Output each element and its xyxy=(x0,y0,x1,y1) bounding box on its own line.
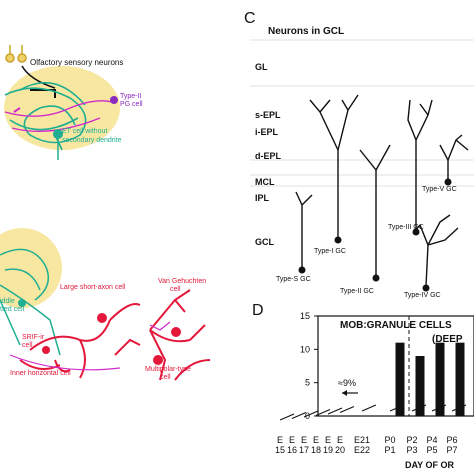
srif-label: SRIF-ir xyxy=(22,334,45,341)
van-gehuchten-label-line1: Van Gehuchten xyxy=(158,278,207,285)
pg-cell-label: PG cell xyxy=(120,101,143,108)
panel-d-letter: D xyxy=(252,302,264,319)
layer-label-d-epl: d-EPL xyxy=(255,151,281,161)
layer-label-ipl: IPL xyxy=(255,193,270,203)
layer-label-s-epl: s-EPL xyxy=(255,110,281,120)
x-tick-label-bottom: 15 xyxy=(275,445,285,455)
layer-label-i-epl: i-EPL xyxy=(255,127,279,137)
panel-a-drawing xyxy=(4,45,120,160)
x-tick-label-top: E xyxy=(289,435,295,445)
x-tick xyxy=(291,412,307,419)
x-tick-label-bottom: 19 xyxy=(323,445,333,455)
type-ii-gc-label: Type-II GC xyxy=(340,288,374,295)
srif-label-2: cell xyxy=(22,342,33,349)
middle-tufted-label-2: tted cell xyxy=(0,306,25,313)
bar xyxy=(435,342,445,416)
layer-label-mcl: MCL xyxy=(255,177,275,187)
x-tick xyxy=(411,404,427,412)
et-cell-soma xyxy=(53,129,63,139)
x-tick-label-top: E xyxy=(313,435,319,445)
pg-cell-dendrites xyxy=(4,100,113,132)
x-axis-label: DAY OF OR xyxy=(405,460,455,470)
percent-arrow-head xyxy=(342,390,347,396)
x-tick-label-top: E21 xyxy=(354,435,370,445)
van-gehuchten-label-line2: cell xyxy=(170,286,181,293)
bar xyxy=(415,356,425,416)
layer-label-gl: GL xyxy=(255,62,268,72)
pg-cell-soma xyxy=(110,96,118,104)
x-tick-label-top: P2 xyxy=(406,435,417,445)
percent-label: ≈9% xyxy=(338,378,356,388)
x-tick-label-bottom: P5 xyxy=(426,445,437,455)
panel-c-title: Neurons in GCL xyxy=(268,26,345,37)
panel-c-letter: C xyxy=(244,10,256,27)
x-tick-label-bottom: 18 xyxy=(311,445,321,455)
x-tick xyxy=(451,404,467,412)
x-tick-label-bottom: P3 xyxy=(406,445,417,455)
x-tick-label-bottom: E22 xyxy=(354,445,370,455)
type-iii-gc-label: Type-III GC xyxy=(388,224,424,231)
osn-label: Olfactory sensory neurons xyxy=(30,58,124,67)
x-tick xyxy=(361,404,377,412)
x-tick-label-top: P4 xyxy=(426,435,437,445)
pg-type-label: Type-II xyxy=(120,93,142,100)
x-tick xyxy=(339,406,355,413)
x-tick-label-top: P6 xyxy=(446,435,457,445)
large-sa-label: Large short-axon cell xyxy=(60,284,126,291)
x-tick-label-bottom: 17 xyxy=(299,445,309,455)
large-short-axon-soma xyxy=(97,313,107,323)
type-s-gc-label: Type-S GC xyxy=(276,276,311,283)
multipolar-soma xyxy=(153,355,163,365)
van-gehuchten-cell-dendrites xyxy=(9,321,171,371)
srif-cell-soma xyxy=(42,346,50,354)
middle-tufted-soma xyxy=(18,299,26,307)
x-tick xyxy=(327,407,343,415)
layer-boundaries xyxy=(250,39,474,187)
bar xyxy=(455,342,465,416)
middle-tufted-label-1: iddle xyxy=(0,298,15,305)
van-gehuchten-soma xyxy=(171,327,181,337)
bar xyxy=(395,342,405,416)
x-tick-label-bottom: P1 xyxy=(384,445,395,455)
type-i-gc-label: Type-I GC xyxy=(314,248,346,255)
type-iv-gc-label: Type-IV GC xyxy=(404,292,441,299)
chart-subtitle: (DEEP xyxy=(432,334,463,345)
y-tick-label: 15 xyxy=(300,311,310,321)
x-tick xyxy=(303,410,319,418)
et-label-line2: secondary dendrite xyxy=(62,137,122,144)
x-tick-label-bottom: P7 xyxy=(446,445,457,455)
granule-cell-somata xyxy=(298,178,452,292)
inner-horizontal-label: Inner horizontal cell xyxy=(10,370,71,377)
y-tick-label: 10 xyxy=(300,344,310,354)
x-tick-label-top: P0 xyxy=(384,435,395,445)
multipolar-label-line1: Multipolar-type xyxy=(145,366,191,373)
type-v-gc-label: Type-V GC xyxy=(422,186,457,193)
x-tick xyxy=(431,404,447,412)
x-tick-label-top: E xyxy=(337,435,343,445)
panel-b-drawing xyxy=(0,228,211,381)
multipolar-label-line2: cell xyxy=(160,374,171,381)
x-tick-label-top: E xyxy=(325,435,331,445)
x-tick-label-bottom: 16 xyxy=(287,445,297,455)
red-interneurons xyxy=(19,289,211,381)
x-tick xyxy=(389,404,405,412)
x-tick-label-top: E xyxy=(301,435,307,445)
x-tick xyxy=(279,413,295,421)
x-tick xyxy=(315,409,331,416)
y-tick-label: 5 xyxy=(305,378,310,388)
chart-title: MOB:GRANULE CELLS xyxy=(340,320,452,331)
x-tick-label-top: E xyxy=(277,435,283,445)
middle-tufted-cell-dendrites xyxy=(0,248,61,356)
layer-label-gcl: GCL xyxy=(255,237,274,247)
et-label-line1: ET cell without xyxy=(62,128,108,135)
panel-c-drawing xyxy=(250,39,474,292)
x-tick-label-bottom: 20 xyxy=(335,445,345,455)
granule-cell-drawings xyxy=(295,94,469,287)
olfactory-sensory-neuron-icon xyxy=(5,45,27,63)
